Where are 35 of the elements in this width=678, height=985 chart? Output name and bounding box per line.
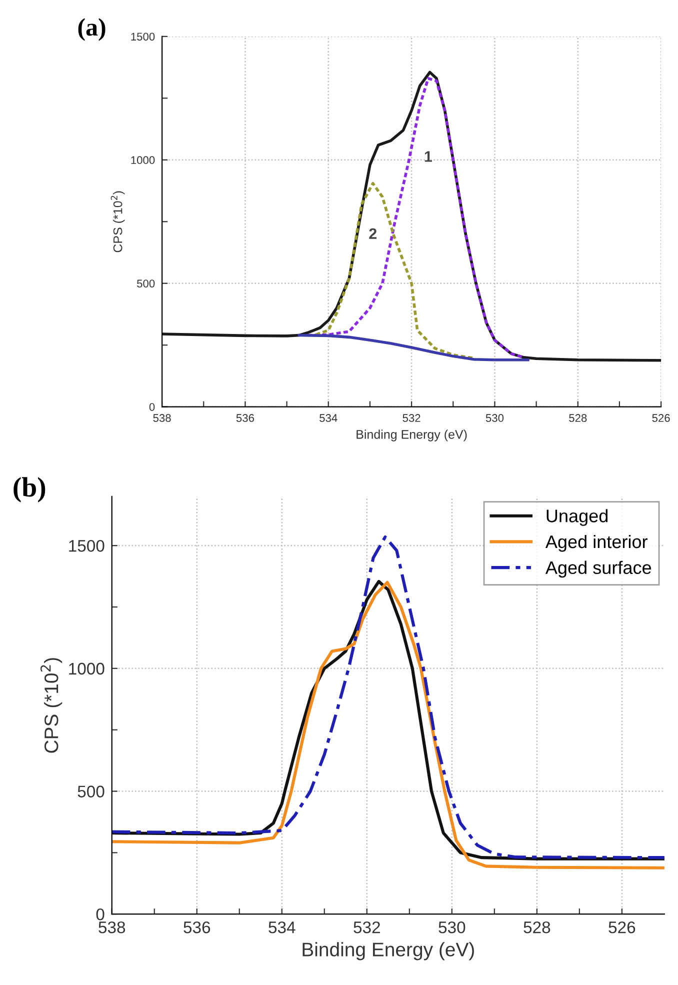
x-tick-label: 528 (569, 414, 587, 422)
x-tick-label: 536 (236, 414, 254, 422)
y-tick-label: 0 (96, 908, 104, 920)
y-tick-label: 1000 (69, 662, 104, 675)
annotation: 1 (424, 151, 432, 162)
x-tick-label: 530 (486, 414, 504, 422)
line-series (314, 182, 476, 360)
line-series (298, 334, 530, 362)
y-tick-label: 1500 (131, 32, 155, 41)
legend-label: Unaged (546, 509, 608, 526)
x-tick-label: 534 (268, 921, 296, 934)
legend-label: Aged surface (545, 560, 652, 578)
y-axis-title: CPS (*10$^{2}$) (40, 658, 62, 753)
legend-label: Aged interior (545, 534, 648, 552)
annotation: 2 (369, 228, 377, 239)
y-axis-title: CPS (*10$^{2}$) (110, 191, 125, 252)
y-tick-label: 1500 (69, 540, 104, 552)
x-tick-label: 526 (652, 414, 670, 422)
x-axis-title: Binding Energy (eV) (302, 942, 474, 960)
y-tick-label: 1000 (131, 156, 155, 164)
x-tick-label: 530 (438, 921, 466, 934)
x-tick-label: 534 (320, 414, 338, 422)
x-tick-label: 536 (184, 921, 210, 934)
y-tick-label: 500 (78, 786, 104, 798)
y-tick-label: 500 (137, 280, 155, 288)
x-tick-label: 528 (524, 921, 550, 934)
x-tick-label: 538 (153, 414, 171, 422)
chart-title: (b) (14, 477, 46, 502)
chart-title: (a) (78, 18, 106, 41)
x-axis-title: Binding Energy (eV) (356, 430, 467, 442)
x-tick-label: 538 (98, 921, 126, 934)
y-tick-label: 0 (149, 403, 155, 411)
x-tick-label: 526 (608, 921, 636, 934)
x-tick-label: 532 (354, 921, 380, 934)
x-tick-label: 532 (402, 414, 420, 422)
